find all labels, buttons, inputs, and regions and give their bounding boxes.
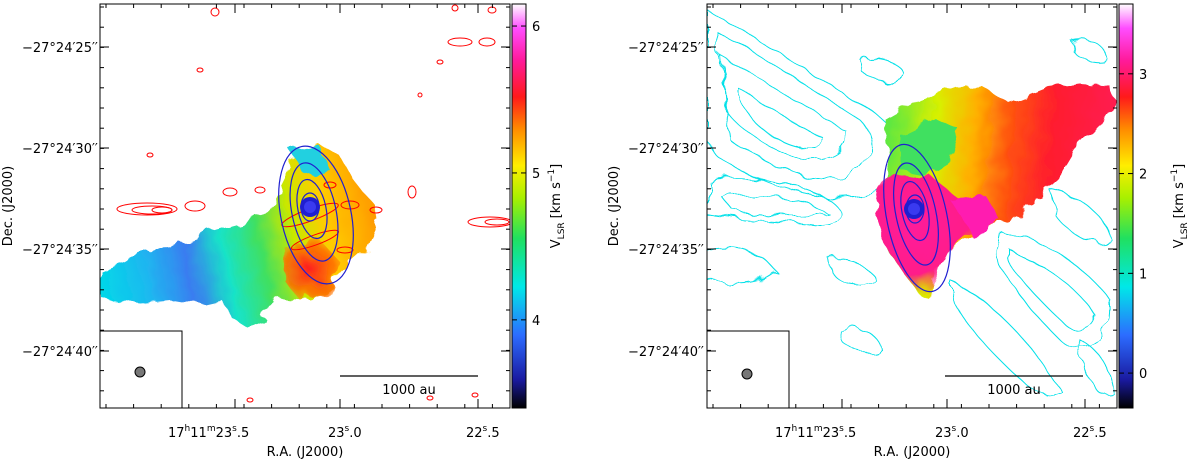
left-colorbar-ticks: 4 5 6 [512,20,540,329]
left-xtick-label: 17h11m23s.5 [168,424,249,441]
colorbar-tick-label: 1 [1139,267,1147,282]
left-ytick-label: −27°24′30′′ [22,142,98,157]
right-blue-contours [883,143,951,293]
left-ytick-label: −27°24′35′′ [22,243,98,258]
colorbar-tick-label: 4 [532,314,540,329]
left-xtick-label: 23s.0 [328,424,362,441]
right-ytick-label: −27°24′35′′ [628,243,704,258]
right-ytick-label: −27°24′25′′ [628,41,704,56]
colorbar-tick-label: 3 [1139,68,1147,83]
left-panel: 1000 au −27°24′25′′ −27°24′30′′ −27°24′3… [1,3,567,460]
left-ticks [100,4,510,408]
svg-text:23s.0: 23s.0 [328,424,362,441]
right-ytick-label: −27°24′40′′ [628,345,704,360]
left-scalebar-label: 1000 au [382,383,435,398]
right-beam-ellipse [741,368,753,380]
right-panel: 1000 au −27°24′25′′ −27°24′30′′ −27°24′3… [607,3,1190,460]
right-colorbar [1118,3,1134,409]
left-xtick-label: 22s.5 [466,424,500,441]
colorbar-tick-label: 2 [1139,168,1147,183]
right-scalebar-label: 1000 au [987,383,1040,398]
left-ytick-label: −27°24′40′′ [22,345,98,360]
svg-text:23s.0: 23s.0 [935,424,969,441]
right-ticks [707,4,1117,408]
left-beam-ellipse [134,366,146,378]
right-ylabel: Dec. (J2000) [607,166,622,246]
left-ylabel: Dec. (J2000) [1,166,16,246]
right-xtick-label: 22s.5 [1073,424,1107,441]
svg-text:17h11m23s.5: 17h11m23s.5 [775,424,856,441]
right-axes-frame [706,3,1118,409]
left-colorbar-label: VLSR[km s−1] [547,164,567,248]
right-map [707,9,1116,397]
right-xtick-label: 23s.0 [935,424,969,441]
right-cyan-contours [707,9,1116,397]
right-velocity-field [875,84,1116,300]
svg-text:17h11m23s.5: 17h11m23s.5 [168,424,249,441]
right-colorbar-ticks: 0 1 2 3 [1119,68,1147,382]
left-ytick-label: −27°24′25′′ [22,41,98,56]
left-colorbar [511,3,527,409]
colorbar-tick-label: 6 [532,20,540,35]
left-velocity-field [100,143,380,328]
svg-text:22s.5: 22s.5 [1073,424,1107,441]
right-ytick-label: −27°24′30′′ [628,142,704,157]
right-xlabel: R.A. (J2000) [874,445,951,460]
left-map [100,4,510,403]
right-xtick-label: 17h11m23s.5 [775,424,856,441]
colorbar-tick-label: 0 [1139,367,1147,382]
svg-text:22s.5: 22s.5 [466,424,500,441]
right-colorbar-label: VLSR[km s−1] [1170,164,1190,248]
left-xlabel: R.A. (J2000) [267,445,344,460]
colorbar-tick-label: 5 [532,167,540,182]
left-axes-frame [99,3,511,409]
